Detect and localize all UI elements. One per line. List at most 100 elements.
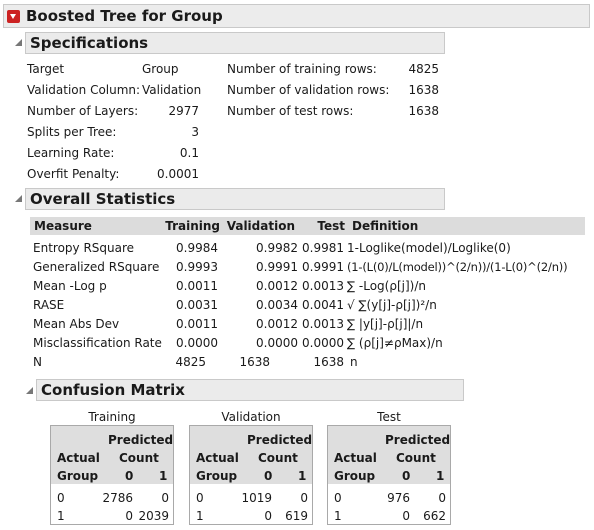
collapse-triangle-icon[interactable]: [14, 194, 23, 203]
column-header-training[interactable]: Training: [165, 219, 220, 233]
table-cell: 0.9991: [256, 260, 298, 274]
row-label: 1: [57, 509, 65, 523]
count-label: Count: [258, 451, 298, 465]
group-label: Group: [57, 469, 99, 483]
table-cell-measure: Entropy RSquare: [33, 241, 135, 255]
spec-label: Target: [27, 62, 65, 76]
matrix-header-bg: [51, 426, 173, 484]
table-cell-measure: RASE: [33, 298, 65, 312]
table-cell-definition: (1-(L(0)/L(model))^(2/n))/(1-L(0)^(2/n)): [347, 260, 568, 274]
column-header-test[interactable]: Test: [317, 219, 345, 233]
table-cell: 0.0011: [176, 317, 218, 331]
table-cell: 0.9993: [176, 260, 218, 274]
spec-label: Number of test rows:: [227, 104, 354, 118]
table-cell: 1638: [313, 355, 344, 369]
spec-value: 1638: [408, 83, 439, 97]
matrix-cell: 0: [402, 509, 410, 523]
col-label: 1: [298, 469, 307, 483]
table-cell: 0.0000: [256, 336, 298, 350]
matrix-cell: 1019: [241, 491, 272, 505]
spec-value: 3: [191, 125, 199, 139]
table-cell: 0.9984: [176, 241, 218, 255]
collapse-triangle-icon[interactable]: [14, 38, 23, 47]
predicted-label: Predicted: [385, 433, 451, 447]
actual-label: Actual: [196, 451, 239, 465]
confusion-matrix-title: Confusion Matrix: [41, 381, 185, 399]
spec-value: Validation: [142, 83, 202, 97]
table-cell: 4825: [175, 355, 206, 369]
specifications-header[interactable]: Specifications: [25, 32, 445, 54]
count-label: Count: [396, 451, 436, 465]
matrix-cell: 0: [264, 509, 272, 523]
group-label: Group: [334, 469, 376, 483]
overall-table-header: [30, 217, 585, 235]
col-label: 1: [436, 469, 445, 483]
matrix-cell: 0: [161, 491, 169, 505]
report-title-bar: Boosted Tree for Group: [3, 4, 590, 28]
spec-value: 0.1: [179, 146, 199, 160]
table-cell-definition: n: [350, 355, 358, 369]
table-cell-measure: Mean Abs Dev: [33, 317, 120, 331]
spec-label: Learning Rate:: [27, 146, 115, 160]
row-label: 0: [196, 491, 204, 505]
column-header-measure[interactable]: Measure: [34, 219, 92, 233]
count-label: Count: [119, 451, 159, 465]
matrix-box: Actual Group Predicted Count 0 1 0 976 0…: [327, 425, 451, 525]
matrix-header-bg: [328, 426, 450, 484]
matrix-box: Actual Group Predicted Count 0 1 0 2786 …: [50, 425, 174, 525]
spec-value: 2977: [168, 104, 199, 118]
table-cell: 0.0000: [176, 336, 218, 350]
table-cell-definition: ∑ |y[j]-ρ[j]|/n: [347, 317, 424, 331]
matrix-cell: 2786: [102, 491, 133, 505]
matrix-cell: 662: [423, 509, 446, 523]
table-cell: 0.0013: [302, 317, 344, 331]
matrix-cell: 0: [125, 509, 133, 523]
red-dropdown-icon[interactable]: [7, 10, 20, 23]
table-cell-definition: ∑ (ρ[j]≠ρMax)/n: [347, 336, 443, 350]
overall-statistics-header[interactable]: Overall Statistics: [25, 188, 445, 210]
row-label: 1: [196, 509, 204, 523]
table-cell: 0.0000: [302, 336, 344, 350]
column-header-definition[interactable]: Definition: [352, 219, 419, 233]
col-label: 1: [159, 469, 168, 483]
table-cell: 1638: [239, 355, 270, 369]
matrix-title: Validation: [221, 410, 281, 424]
actual-label: Actual: [57, 451, 100, 465]
table-cell: 0.0031: [176, 298, 218, 312]
column-header-validation[interactable]: Validation: [226, 219, 295, 233]
overall-statistics-title: Overall Statistics: [30, 190, 176, 208]
collapse-triangle-icon[interactable]: [25, 386, 34, 395]
spec-label: Number of training rows:: [227, 62, 377, 76]
table-cell: 0.9981: [302, 241, 344, 255]
spec-label: Overfit Penalty:: [27, 167, 120, 181]
spec-value: 1638: [408, 104, 439, 118]
table-cell-measure: Generalized RSquare: [33, 260, 160, 274]
col-label: 0: [125, 469, 134, 483]
confusion-matrix-header[interactable]: Confusion Matrix: [36, 379, 464, 401]
spec-value: Group: [142, 62, 179, 76]
table-cell-measure: Mean -Log p: [33, 279, 107, 293]
matrix-box: Actual Group Predicted Count 0 1 0 1019 …: [189, 425, 313, 525]
matrix-cell: 976: [387, 491, 410, 505]
spec-label: Number of validation rows:: [227, 83, 390, 97]
table-cell-measure: N: [33, 355, 42, 369]
matrix-title: Test: [377, 410, 401, 424]
specifications-title: Specifications: [30, 34, 149, 52]
report-title: Boosted Tree for Group: [26, 7, 223, 25]
col-label: 0: [264, 469, 273, 483]
table-cell: 0.0012: [256, 317, 298, 331]
table-cell-definition: 1-Loglike(model)/Loglike(0): [347, 241, 511, 255]
row-label: 0: [57, 491, 65, 505]
matrix-header-bg: [190, 426, 312, 484]
matrix-cell: 0: [300, 491, 308, 505]
spec-label: Splits per Tree:: [27, 125, 117, 139]
predicted-label: Predicted: [108, 433, 174, 447]
table-cell-measure: Misclassification Rate: [33, 336, 162, 350]
actual-label: Actual: [334, 451, 377, 465]
spec-label: Validation Column:: [27, 83, 141, 97]
table-cell: 0.0012: [256, 279, 298, 293]
row-label: 0: [334, 491, 342, 505]
spec-value: 4825: [408, 62, 439, 76]
table-cell: 0.0034: [256, 298, 298, 312]
table-cell-definition: √ ∑(y[j]-ρ[j])²/n: [347, 298, 437, 312]
